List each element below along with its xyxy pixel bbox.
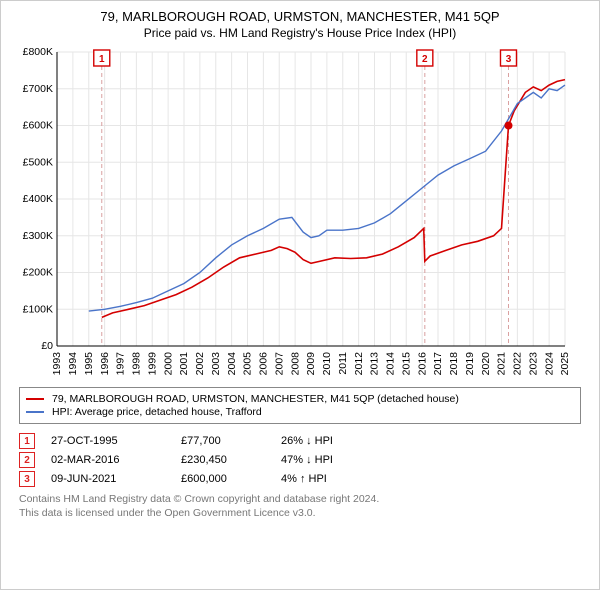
x-tick-label: 1995 [83,352,95,376]
x-tick-label: 2020 [480,352,492,376]
event-delta: 47% ↓ HPI [281,454,391,466]
y-tick-label: £300K [23,230,53,242]
legend: 79, MARLBOROUGH ROAD, URMSTON, MANCHESTE… [19,387,581,424]
event-row: 1 27-OCT-1995£77,70026% ↓ HPI [19,433,591,449]
event-marker: 3 [19,471,35,487]
chart: £0 £100K £200K £300K £400K £500K £600K £700K £80… [9,46,591,379]
page-subtitle: Price paid vs. HM Land Registry's House … [9,26,591,40]
event-date: 09-JUN-2021 [51,473,181,485]
footer-line-1: Contains HM Land Registry data © Crown c… [19,493,581,507]
y-tick-label: £100K [23,303,53,315]
x-tick-label: 2000 [162,352,174,376]
x-tick-label: 2014 [385,352,397,376]
x-tick-label: 1994 [67,352,79,376]
x-tick-label: 2004 [226,352,238,376]
sale-point-icon [504,122,512,130]
events-table: 1 27-OCT-1995£77,70026% ↓ HPI 2 02-MAR-2016… [19,433,591,487]
y-tick-label: £800K [23,46,53,58]
event-date: 27-OCT-1995 [51,435,181,447]
x-tick-label: 1996 [99,352,111,376]
event-delta: 26% ↓ HPI [281,435,391,447]
x-tick-label: 1998 [131,352,143,376]
event-marker: 1 [19,433,35,449]
event-price: £600,000 [181,473,281,485]
event-marker-num: 2 [422,54,428,65]
legend-label: 79, MARLBOROUGH ROAD, URMSTON, MANCHESTE… [52,393,459,405]
x-tick-label: 2024 [543,352,555,376]
y-tick-label: £500K [23,156,53,168]
event-row: 2 02-MAR-2016£230,45047% ↓ HPI [19,452,591,468]
x-tick-label: 2023 [527,352,539,376]
event-row: 3 09-JUN-2021£600,0004% ↑ HPI [19,471,591,487]
x-tick-label: 2022 [512,352,524,376]
y-tick-label: £700K [23,83,53,95]
event-marker-num: 3 [506,54,512,65]
x-tick-label: 2007 [273,352,285,376]
x-tick-label: 2003 [210,352,222,376]
event-marker-num: 1 [99,54,105,65]
x-tick-label: 2001 [178,352,190,376]
x-tick-label: 2021 [496,352,508,376]
x-tick-label: 2010 [321,352,333,376]
x-tick-label: 2018 [448,352,460,376]
x-tick-label: 1993 [51,352,63,376]
page-title: 79, MARLBOROUGH ROAD, URMSTON, MANCHESTE… [9,9,591,24]
event-delta: 4% ↑ HPI [281,473,391,485]
legend-swatch [26,411,44,413]
x-tick-label: 2012 [353,352,365,376]
x-tick-label: 2005 [242,352,254,376]
x-tick-label: 2013 [369,352,381,376]
chart-svg: £0 £100K £200K £300K £400K £500K £600K £700K £80… [9,46,569,376]
legend-swatch [26,398,44,400]
x-tick-label: 2016 [416,352,428,376]
attribution-footer: Contains HM Land Registry data © Crown c… [19,493,581,520]
x-tick-label: 2008 [289,352,301,376]
event-price: £230,450 [181,454,281,466]
chart-container: 79, MARLBOROUGH ROAD, URMSTON, MANCHESTE… [0,0,600,590]
event-date: 02-MAR-2016 [51,454,181,466]
footer-line-2: This data is licensed under the Open Gov… [19,507,581,521]
legend-label: HPI: Average price, detached house, Traf… [52,406,262,418]
x-tick-label: 2006 [258,352,270,376]
x-tick-label: 1999 [146,352,158,376]
x-tick-label: 2009 [305,352,317,376]
x-tick-label: 2019 [464,352,476,376]
event-marker: 2 [19,452,35,468]
legend-row: 79, MARLBOROUGH ROAD, URMSTON, MANCHESTE… [26,393,574,405]
legend-row: HPI: Average price, detached house, Traf… [26,406,574,418]
x-tick-label: 2025 [559,352,569,376]
x-tick-label: 1997 [115,352,127,376]
y-tick-label: £200K [23,267,53,279]
x-tick-label: 2002 [194,352,206,376]
y-tick-label: £400K [23,193,53,205]
title-block: 79, MARLBOROUGH ROAD, URMSTON, MANCHESTE… [9,9,591,40]
x-tick-label: 2015 [400,352,412,376]
event-price: £77,700 [181,435,281,447]
y-tick-label: £600K [23,120,53,132]
x-tick-label: 2017 [432,352,444,376]
y-tick-label: £0 [41,340,53,352]
x-tick-label: 2011 [337,352,349,375]
